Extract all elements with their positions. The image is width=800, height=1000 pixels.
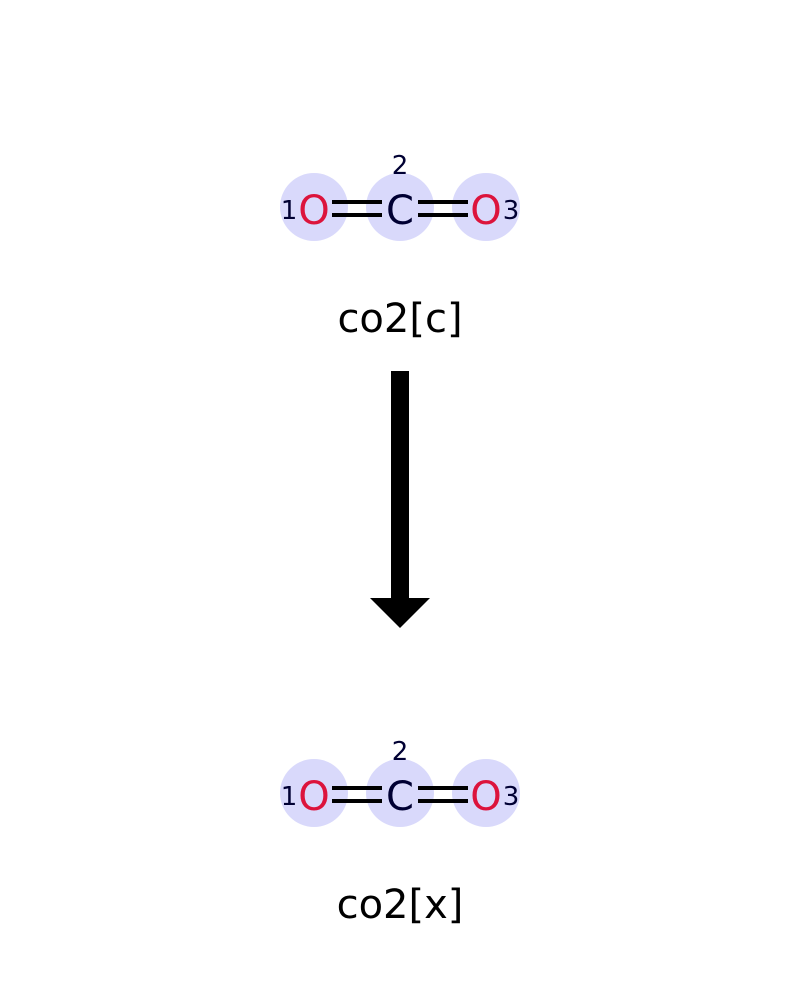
product-molecule: O C O 1 2 3 — [280, 737, 520, 827]
product-atom-1-highlight — [280, 759, 348, 827]
reactant-atom-1-symbol: O — [298, 188, 329, 234]
reactant-atom-1-index: 1 — [281, 196, 298, 226]
product-atom-3-highlight — [452, 759, 520, 827]
reactant-atom-2-highlight — [366, 173, 434, 241]
product-label: co2[x] — [337, 882, 464, 928]
reactant-molecule: O C O 1 2 3 — [280, 151, 520, 241]
product-atom-1-index: 1 — [281, 782, 298, 812]
product-atom-2-symbol: C — [386, 774, 414, 820]
product-atom-3-index: 3 — [503, 782, 520, 812]
reactant-atom-3-symbol: O — [470, 188, 501, 234]
arrow-down-icon — [370, 371, 430, 628]
product-atom-2-highlight — [366, 759, 434, 827]
product-atom-2-index: 2 — [392, 737, 409, 767]
product-atom-3-symbol: O — [470, 774, 501, 820]
product-atom-1-symbol: O — [298, 774, 329, 820]
reactant-atom-2-index: 2 — [392, 151, 409, 181]
arrow-shaft — [391, 371, 409, 600]
reactant-bond-1-2 — [332, 200, 382, 217]
product-bond-1-2 — [332, 786, 382, 803]
reactant-atom-1-highlight — [280, 173, 348, 241]
product-bond-2-3 — [418, 786, 468, 803]
reactant-bond-2-3 — [418, 200, 468, 217]
reactant-atom-3-index: 3 — [503, 196, 520, 226]
arrow-head — [370, 598, 430, 628]
reactant-label: co2[c] — [337, 296, 462, 342]
reactant-atom-3-highlight — [452, 173, 520, 241]
reactant-atom-2-symbol: C — [386, 188, 414, 234]
